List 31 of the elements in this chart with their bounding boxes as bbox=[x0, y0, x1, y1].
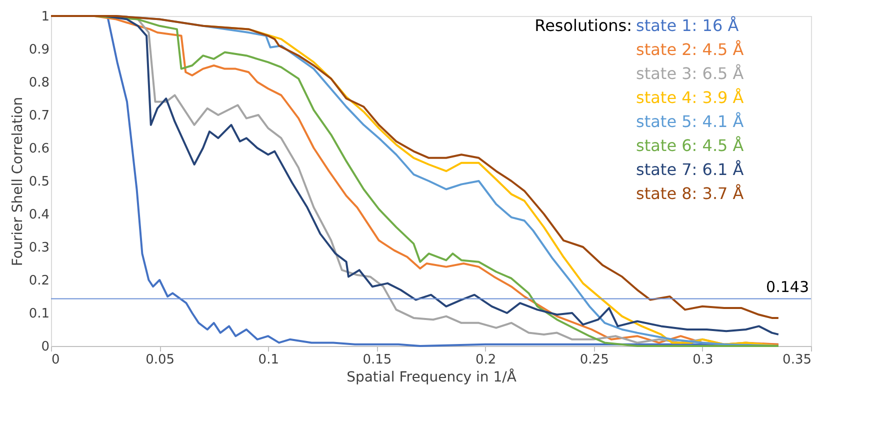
x-tick-label: 0.3 bbox=[692, 352, 714, 368]
y-tick-label: 0 bbox=[41, 340, 50, 354]
y-tick-label: 1 bbox=[41, 10, 50, 24]
x-tick-label: 0.1 bbox=[258, 352, 279, 368]
y-tick-label: 0.1 bbox=[28, 306, 50, 322]
y-tick-label: 0.9 bbox=[28, 42, 50, 58]
y-axis-title: Fourier Shell Correlation bbox=[10, 96, 26, 266]
legend-title: Resolutions: bbox=[534, 16, 632, 35]
x-axis-title: Spatial Frequency in 1/Å bbox=[346, 368, 517, 386]
x-tick-label: 0.15 bbox=[362, 352, 392, 368]
x-tick-label: 0.35 bbox=[782, 352, 812, 368]
y-tick-label: 0.2 bbox=[28, 274, 50, 288]
x-tick-label: 0 bbox=[52, 352, 60, 368]
text: state 5: 4.1 Å bbox=[636, 112, 744, 131]
text: state 6: 4.5 Å bbox=[636, 136, 744, 155]
y-tick-label: 0.7 bbox=[28, 108, 50, 124]
y-tick-label: 0.5 bbox=[28, 174, 50, 190]
y-tick-label: 0.4 bbox=[28, 208, 50, 222]
x-tick-label: 0.05 bbox=[146, 352, 175, 368]
text: state 3: 6.5 Å bbox=[636, 64, 744, 83]
text: state 2: 4.5 Å bbox=[636, 40, 744, 59]
y-tick-label: 0.8 bbox=[28, 76, 50, 90]
text: state 7: 6.1 Å bbox=[636, 160, 744, 179]
text: state 8: 3.7 Å bbox=[636, 184, 744, 203]
text: state 4: 3.9 Å bbox=[636, 88, 744, 107]
x-tick-label: 0.25 bbox=[580, 352, 609, 368]
ref-line-label: 0.143 bbox=[766, 278, 809, 296]
y-tick-label: 0.3 bbox=[28, 240, 50, 256]
text: state 1: 16 Å bbox=[636, 16, 739, 35]
y-tick-label: 0.6 bbox=[28, 142, 50, 156]
x-tick-label: 0.2 bbox=[475, 352, 496, 368]
